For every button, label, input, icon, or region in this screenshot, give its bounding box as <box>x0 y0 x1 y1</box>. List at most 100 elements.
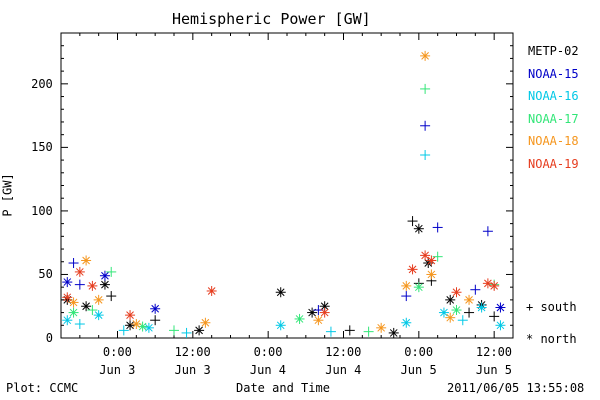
data-point <box>131 319 142 330</box>
legend-entry: METP-02 <box>528 44 579 58</box>
data-point <box>294 313 305 324</box>
x-tick-label-time: 12:00 <box>475 345 513 359</box>
axis-ticks <box>60 32 514 339</box>
marker-legend-entry: * north <box>526 332 577 346</box>
data-point <box>194 325 205 336</box>
data-point <box>99 270 110 281</box>
x-tick-label-time: 12:00 <box>325 345 362 359</box>
data-point <box>401 280 412 291</box>
x-tick-label-date: Jun 4 <box>249 363 287 377</box>
data-point <box>420 250 431 261</box>
data-point <box>426 255 437 266</box>
legend-entry: NOAA-17 <box>528 111 579 126</box>
data-point <box>420 50 431 61</box>
data-point <box>125 320 136 331</box>
data-point <box>125 310 136 321</box>
y-tick-label: 200 <box>31 76 53 91</box>
data-point <box>457 315 468 326</box>
legend-entry: NOAA-18 <box>528 134 579 148</box>
data-point <box>464 294 475 305</box>
footer-timestamp: 2011/06/05 13:55:08 <box>447 381 585 395</box>
data-point <box>275 287 286 298</box>
data-point <box>74 266 85 277</box>
data-point <box>200 317 211 328</box>
data-point <box>420 83 431 94</box>
data-point <box>93 310 104 321</box>
y-tick-label: 150 <box>31 140 53 155</box>
data-point <box>87 280 98 291</box>
data-point <box>68 297 79 308</box>
data-point <box>68 258 79 269</box>
data-point <box>426 269 437 280</box>
data-point <box>118 325 129 336</box>
data-point <box>432 251 443 262</box>
legend-entry: NOAA-19 <box>528 156 579 171</box>
data-point <box>482 226 493 237</box>
data-point <box>413 282 424 293</box>
data-point <box>420 120 431 131</box>
data-point <box>451 305 462 316</box>
data-point <box>150 315 161 326</box>
x-tick-label-date: Jun 5 <box>400 363 437 377</box>
legend-entry: NOAA-16 <box>528 89 579 103</box>
y-axis-label: P [GW] <box>0 173 15 217</box>
x-tick-label-time: 0:00 <box>404 345 434 359</box>
data-point <box>489 280 500 291</box>
data-point <box>470 284 481 295</box>
data-point <box>363 326 374 337</box>
data-point <box>451 287 462 298</box>
data-point <box>206 285 217 296</box>
x-tick-label-time: 12:00 <box>174 345 211 359</box>
y-tick-label: 50 <box>38 267 53 282</box>
y-tick-label: 0 <box>45 331 53 345</box>
data-point <box>344 325 355 336</box>
data-point <box>495 320 506 331</box>
x-tick-label-time: 0:00 <box>253 345 283 359</box>
chart-title: Hemispheric Power [GW] <box>172 10 371 28</box>
data-point <box>464 307 475 318</box>
x-tick-label-date: Jun 5 <box>475 363 513 377</box>
data-point <box>495 302 506 313</box>
data-points <box>62 50 506 338</box>
x-tick-label-date: Jun 4 <box>325 363 362 377</box>
marker-legend-entry: + south <box>526 300 577 314</box>
data-point <box>489 311 500 322</box>
data-point <box>401 291 412 302</box>
x-tick-label-time: 0:00 <box>102 345 132 359</box>
data-point <box>93 294 104 305</box>
data-point <box>74 279 85 290</box>
data-point <box>169 325 179 336</box>
data-point <box>150 303 161 314</box>
data-point <box>420 150 431 160</box>
data-point <box>445 312 456 323</box>
x-tick-label-date: Jun 3 <box>174 363 211 377</box>
data-point <box>81 255 92 266</box>
data-point <box>275 320 286 331</box>
data-point <box>106 291 117 302</box>
data-point <box>87 305 98 316</box>
data-point <box>181 327 192 338</box>
data-point <box>432 222 443 233</box>
data-point <box>81 301 92 312</box>
data-point <box>62 315 73 326</box>
data-point <box>407 264 418 275</box>
data-point <box>413 223 424 234</box>
x-axis-label: Date and Time <box>236 381 330 395</box>
data-point <box>319 307 330 318</box>
footer-credit: Plot: CCMC <box>6 381 79 395</box>
plot-area <box>60 32 514 339</box>
data-point <box>143 322 154 333</box>
data-point <box>401 317 412 328</box>
x-tick-label-date: Jun 3 <box>99 363 136 377</box>
data-point <box>74 319 85 330</box>
data-point <box>407 216 418 227</box>
data-point <box>445 294 456 305</box>
y-tick-label: 100 <box>31 203 53 218</box>
data-point <box>438 307 449 318</box>
data-point <box>106 266 117 277</box>
data-point <box>325 326 336 337</box>
data-point <box>62 292 73 303</box>
legend-entry: NOAA-15 <box>528 66 579 81</box>
data-point <box>68 307 79 318</box>
